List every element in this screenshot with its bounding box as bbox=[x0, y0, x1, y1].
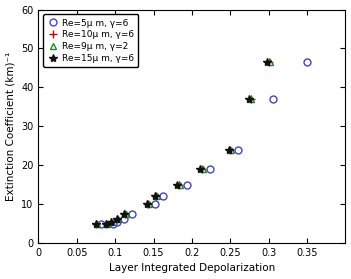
Re=10μ m, γ=6 bbox=[108, 220, 113, 223]
Re=5μ m, γ=6 bbox=[130, 212, 134, 215]
Re=5μ m, γ=6 bbox=[305, 61, 309, 64]
Re=10μ m, γ=6 bbox=[228, 148, 232, 151]
Re=15μ m, γ=6 bbox=[122, 212, 126, 215]
Re=5μ m, γ=6 bbox=[207, 167, 212, 171]
Re=10μ m, γ=6 bbox=[94, 222, 98, 225]
Line: Re=10μ m, γ=6: Re=10μ m, γ=6 bbox=[92, 58, 273, 228]
Re=9μ m, γ=2 bbox=[178, 183, 182, 186]
Re=10μ m, γ=6 bbox=[266, 61, 271, 64]
Re=9μ m, γ=2 bbox=[200, 167, 205, 171]
Re=15μ m, γ=6 bbox=[94, 222, 98, 225]
Re=9μ m, γ=2 bbox=[268, 61, 272, 64]
Re=15μ m, γ=6 bbox=[247, 97, 251, 101]
Re=5μ m, γ=6 bbox=[115, 220, 120, 223]
Re=5μ m, γ=6 bbox=[161, 195, 166, 198]
Re=10μ m, γ=6 bbox=[104, 222, 108, 225]
Re=15μ m, γ=6 bbox=[114, 217, 119, 221]
Re=15μ m, γ=6 bbox=[145, 203, 149, 206]
Re=9μ m, γ=2 bbox=[154, 195, 159, 198]
Re=15μ m, γ=6 bbox=[153, 195, 157, 198]
Re=5μ m, γ=6 bbox=[184, 183, 188, 186]
Re=9μ m, γ=2 bbox=[109, 220, 113, 223]
Re=9μ m, γ=2 bbox=[116, 217, 120, 221]
Re=10μ m, γ=6 bbox=[200, 167, 204, 171]
Re=9μ m, γ=2 bbox=[229, 148, 233, 151]
Re=15μ m, γ=6 bbox=[175, 183, 179, 186]
Re=15μ m, γ=6 bbox=[227, 148, 231, 151]
Re=5μ m, γ=6 bbox=[270, 97, 274, 101]
Re=10μ m, γ=6 bbox=[177, 183, 181, 186]
Re=9μ m, γ=2 bbox=[124, 212, 128, 215]
Legend: Re=5μ m, γ=6, Re=10μ m, γ=6, Re=9μ m, γ=2, Re=15μ m, γ=6: Re=5μ m, γ=6, Re=10μ m, γ=6, Re=9μ m, γ=… bbox=[43, 14, 138, 67]
Re=10μ m, γ=6 bbox=[115, 217, 120, 221]
Re=9μ m, γ=2 bbox=[94, 222, 99, 225]
Re=9μ m, γ=2 bbox=[147, 203, 151, 206]
Re=5μ m, γ=6 bbox=[99, 222, 104, 225]
Re=15μ m, γ=6 bbox=[104, 222, 108, 225]
Re=15μ m, γ=6 bbox=[108, 220, 113, 223]
Re=15μ m, γ=6 bbox=[198, 167, 203, 171]
Re=5μ m, γ=6 bbox=[236, 148, 240, 151]
Re=9μ m, γ=2 bbox=[105, 222, 109, 225]
Re=5μ m, γ=6 bbox=[153, 203, 157, 206]
Re=10μ m, γ=6 bbox=[123, 212, 127, 215]
Re=10μ m, γ=6 bbox=[249, 97, 253, 101]
Re=15μ m, γ=6 bbox=[265, 61, 269, 64]
Re=10μ m, γ=6 bbox=[146, 203, 150, 206]
Re=5μ m, γ=6 bbox=[122, 217, 126, 221]
Line: Re=9μ m, γ=2: Re=9μ m, γ=2 bbox=[93, 59, 274, 227]
Re=5μ m, γ=6 bbox=[111, 222, 115, 225]
X-axis label: Layer Integrated Depolarization: Layer Integrated Depolarization bbox=[109, 263, 275, 273]
Y-axis label: Extinction Coefficient (km)⁻¹: Extinction Coefficient (km)⁻¹ bbox=[6, 52, 15, 201]
Line: Re=5μ m, γ=6: Re=5μ m, γ=6 bbox=[98, 59, 311, 227]
Re=10μ m, γ=6 bbox=[154, 195, 158, 198]
Line: Re=15μ m, γ=6: Re=15μ m, γ=6 bbox=[92, 58, 271, 228]
Re=9μ m, γ=2 bbox=[249, 97, 253, 101]
